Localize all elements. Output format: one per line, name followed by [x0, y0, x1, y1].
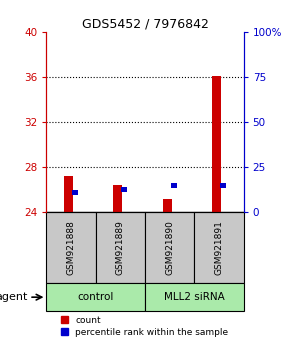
Text: control: control — [77, 292, 114, 302]
Bar — [171, 183, 177, 188]
Bar — [72, 190, 78, 195]
Bar — [46, 212, 96, 283]
Text: GSM921888: GSM921888 — [66, 220, 76, 275]
Bar — [96, 212, 145, 283]
Title: GDS5452 / 7976842: GDS5452 / 7976842 — [81, 18, 209, 31]
Legend: count, percentile rank within the sample: count, percentile rank within the sample — [61, 316, 228, 337]
Bar — [121, 187, 127, 192]
Bar — [212, 76, 221, 212]
Bar — [46, 283, 145, 312]
Text: GSM921891: GSM921891 — [214, 220, 224, 275]
Bar — [194, 212, 244, 283]
Bar — [145, 283, 244, 312]
Bar — [220, 183, 226, 188]
Bar — [163, 199, 172, 212]
Text: agent: agent — [0, 292, 28, 302]
Bar — [113, 185, 122, 212]
Bar — [145, 212, 194, 283]
Text: GSM921889: GSM921889 — [116, 220, 125, 275]
Bar — [64, 176, 73, 212]
Text: GSM921890: GSM921890 — [165, 220, 174, 275]
Text: MLL2 siRNA: MLL2 siRNA — [164, 292, 225, 302]
